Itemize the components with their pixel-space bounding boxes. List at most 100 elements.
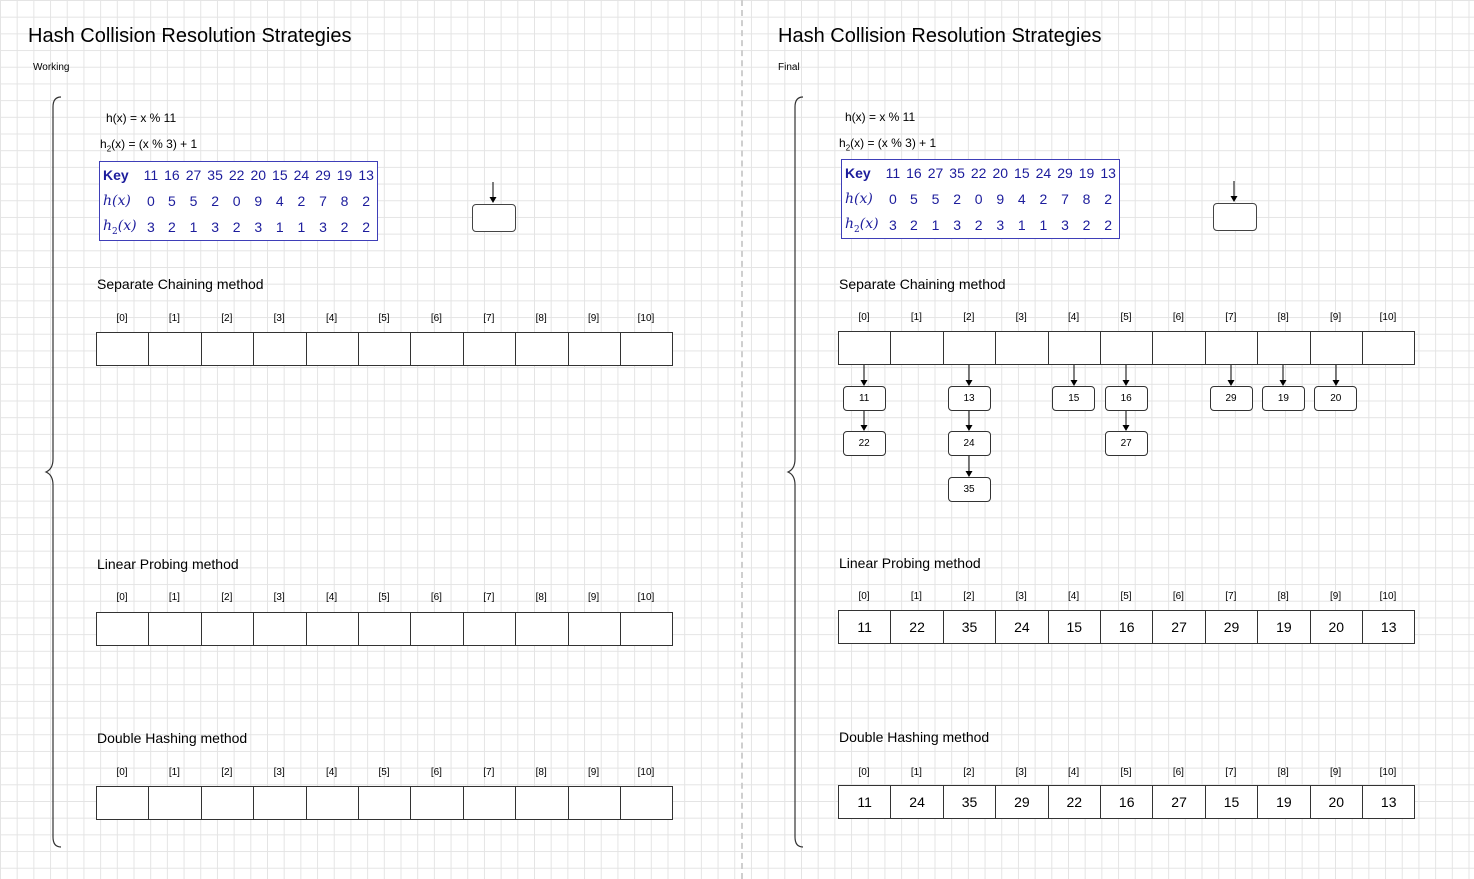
hash-cell: 9 <box>996 191 1005 207</box>
array-cell: 22 <box>1047 785 1101 819</box>
hash-cell: 4 <box>275 193 284 209</box>
array-index-label: [5] <box>378 767 390 778</box>
key-row: Key 11 16 27 35 22 20 15 24 29 19 13 <box>842 160 1120 187</box>
hash-row-label: h(x) <box>845 191 873 207</box>
array-index-label: [7] <box>483 592 495 603</box>
array-index-label: [8] <box>535 592 547 603</box>
array-index-label: [8] <box>535 313 547 324</box>
array-cell <box>96 786 150 820</box>
hash-cell: 2 <box>211 193 219 209</box>
key-cell: 27 <box>927 165 944 181</box>
array-cell: 29 <box>1204 610 1259 644</box>
hash2-cell: 3 <box>146 219 155 235</box>
array-index-label: [8] <box>1277 591 1289 602</box>
panel-subtitle: Working <box>33 62 70 73</box>
array-index-label: [10] <box>637 313 655 324</box>
array-index-label: [7] <box>1225 767 1237 778</box>
section-title-chaining: Separate Chaining method <box>839 276 1006 292</box>
array-cell: 13 <box>1362 610 1416 644</box>
array-cell <box>410 332 464 366</box>
page-title: Hash Collision Resolution Strategies <box>778 25 1102 47</box>
array-index-label: [3] <box>1015 591 1027 602</box>
hash-cell: 7 <box>1061 191 1069 207</box>
array-index-label: [5] <box>1120 591 1132 602</box>
array-index-label: [5] <box>1120 312 1132 323</box>
legend-box <box>472 204 516 232</box>
curly-brace <box>44 96 62 848</box>
array-cell <box>358 612 412 646</box>
hash-row: h(x) 0 5 5 2 0 9 4 2 7 8 2 <box>842 186 1120 212</box>
hash2-row: h2(x) 3 2 1 3 2 3 1 1 3 2 2 <box>100 214 378 241</box>
key-cell: 20 <box>992 165 1009 181</box>
array-index-label: [8] <box>535 767 547 778</box>
array-cell <box>462 612 517 646</box>
chain-arrow <box>965 456 973 477</box>
key-cell: 22 <box>228 167 245 183</box>
array-index-label: [0] <box>116 313 128 324</box>
array-cell <box>462 786 517 820</box>
hash2-cell: 3 <box>254 219 263 235</box>
array-cell <box>620 612 674 646</box>
chain-arrow <box>1332 365 1340 386</box>
hash-cell: 8 <box>1082 191 1091 207</box>
array-cell: 22 <box>890 610 944 644</box>
chain-arrow <box>1227 365 1235 386</box>
array-index-label: [7] <box>1225 591 1237 602</box>
key-cell: 13 <box>1100 165 1116 181</box>
array-cell <box>462 332 517 366</box>
array-cell <box>942 331 997 365</box>
array-cell <box>1047 331 1101 365</box>
key-cell: 15 <box>272 167 288 183</box>
key-cell: 20 <box>250 167 267 183</box>
section-title-double: Double Hashing method <box>839 729 990 745</box>
array-index-label: [5] <box>378 592 390 603</box>
array-cell <box>515 332 569 366</box>
chain-arrow <box>1279 365 1287 386</box>
hash2-cell: 2 <box>362 219 371 235</box>
key-cell: 24 <box>1035 165 1052 181</box>
array-index-label: [2] <box>221 767 233 778</box>
array-index-label: [6] <box>430 592 442 603</box>
array-cell: 35 <box>942 785 997 819</box>
hash-cell: 5 <box>189 193 198 209</box>
array-index-label: [1] <box>168 592 180 603</box>
array-index-label: [4] <box>1068 312 1080 323</box>
array-index-label: [1] <box>168 313 180 324</box>
array-index-label: [0] <box>116 592 128 603</box>
hash-cell: 0 <box>146 193 155 209</box>
panel-divider <box>741 0 743 879</box>
array-cell <box>358 786 412 820</box>
hash2-cell: 3 <box>953 217 961 233</box>
hash2-cell: 2 <box>340 219 349 235</box>
hash2-cell: 1 <box>297 219 306 235</box>
hash-cell: 2 <box>297 193 306 209</box>
hash-cell: 2 <box>1039 191 1048 207</box>
array-index-label: [2] <box>963 767 975 778</box>
array-index-label: [6] <box>1172 312 1184 323</box>
array-index-label: [8] <box>1277 312 1289 323</box>
hash2-row: h2(x) 3 2 1 3 2 3 1 1 3 2 2 <box>842 212 1120 239</box>
hash2-cell: 3 <box>888 217 897 233</box>
key-cell: 15 <box>1014 165 1030 181</box>
array-cell: 27 <box>1152 610 1206 644</box>
array-cell <box>305 612 359 646</box>
array-index-label: [4] <box>1068 767 1080 778</box>
legend-box <box>1213 203 1257 231</box>
array-cell <box>148 612 202 646</box>
working-panel: Hash Collision Resolution Strategies Wor… <box>0 0 720 879</box>
hash-cell: 5 <box>910 191 918 207</box>
array-cell <box>567 786 621 820</box>
hash2-cell: 1 <box>1017 217 1026 233</box>
chain-arrow <box>860 365 868 386</box>
array-index-label: [0] <box>858 312 870 323</box>
hash-cell: 7 <box>319 193 327 209</box>
array-cell: 19 <box>1257 785 1311 819</box>
chain-node: 15 <box>1052 386 1096 411</box>
chain-node: 27 <box>1104 431 1148 456</box>
array-index-label: [0] <box>858 591 870 602</box>
array-cell <box>567 332 621 366</box>
array-index-label: [10] <box>637 592 655 603</box>
hash2-cell: 1 <box>931 217 940 233</box>
hash-formula-h1: h(x) = x % 11 <box>106 111 177 125</box>
key-cell: 19 <box>336 167 353 183</box>
